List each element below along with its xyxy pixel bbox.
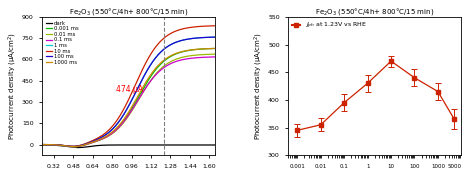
0.001 ms — [39, 143, 45, 146]
0.001 ms — [170, 54, 176, 56]
0.01 ms — [71, 145, 76, 148]
Line: 1000 ms: 1000 ms — [42, 48, 215, 147]
dark — [118, 144, 123, 146]
0.1 ms — [212, 56, 218, 58]
dark — [84, 146, 89, 148]
dark — [155, 144, 161, 146]
dark — [174, 144, 179, 146]
dark — [75, 146, 81, 149]
0.001 ms — [71, 145, 76, 148]
Line: dark: dark — [42, 145, 215, 148]
1000 ms — [118, 122, 123, 125]
0.1 ms — [118, 124, 123, 126]
0.1 ms — [84, 143, 89, 145]
1 ms — [170, 42, 176, 45]
10 ms — [84, 142, 89, 144]
0.001 ms — [212, 47, 218, 50]
0.01 ms — [142, 89, 147, 91]
0.1 ms — [71, 145, 76, 148]
Text: 474 μA: 474 μA — [116, 85, 143, 94]
100 ms — [39, 143, 45, 146]
100 ms — [142, 74, 147, 76]
Y-axis label: Photocurrent density (μA/cm$^2$): Photocurrent density (μA/cm$^2$) — [253, 32, 265, 140]
0.01 ms — [39, 143, 45, 146]
1 ms — [70, 145, 75, 148]
Title: Fe$_2$O$_3$ (550°C/4h+ 800°C/15 min): Fe$_2$O$_3$ (550°C/4h+ 800°C/15 min) — [315, 6, 434, 17]
10 ms — [155, 43, 161, 45]
0.1 ms — [155, 71, 161, 74]
Legend: dark, 0.001 ms, 0.01 ms, 0.1 ms, 1 ms, 10 ms, 100 ms, 1000 ms: dark, 0.001 ms, 0.01 ms, 0.1 ms, 1 ms, 1… — [45, 19, 79, 66]
1 ms — [84, 142, 89, 145]
Legend: $J_{ph}$ at 1.23V vs RHE: $J_{ph}$ at 1.23V vs RHE — [291, 20, 368, 33]
10 ms — [39, 143, 45, 146]
10 ms — [142, 65, 147, 67]
1000 ms — [84, 143, 89, 145]
Line: 0.1 ms: 0.1 ms — [42, 57, 215, 147]
0.01 ms — [155, 70, 161, 73]
1 ms — [39, 143, 45, 146]
0.001 ms — [70, 145, 75, 148]
dark — [170, 144, 176, 146]
0.001 ms — [118, 124, 123, 126]
Line: 10 ms: 10 ms — [42, 26, 215, 146]
0.1 ms — [70, 145, 75, 148]
100 ms — [70, 145, 76, 148]
0.001 ms — [84, 143, 89, 145]
1 ms — [118, 118, 123, 120]
10 ms — [170, 31, 176, 33]
Line: 100 ms: 100 ms — [42, 37, 215, 146]
10 ms — [70, 145, 75, 147]
dark — [212, 144, 218, 146]
1 ms — [212, 36, 218, 38]
0.001 ms — [142, 86, 147, 88]
0.01 ms — [118, 125, 123, 127]
dark — [70, 146, 75, 148]
Title: Fe$_2$O$_3$ (550°C/4h+ 800°C/15 min): Fe$_2$O$_3$ (550°C/4h+ 800°C/15 min) — [69, 6, 188, 17]
0.01 ms — [212, 53, 218, 55]
100 ms — [84, 142, 89, 145]
0.1 ms — [39, 143, 45, 146]
dark — [39, 144, 45, 146]
1 ms — [155, 54, 161, 56]
100 ms — [155, 54, 161, 56]
0.1 ms — [142, 89, 147, 91]
dark — [142, 144, 147, 146]
1 ms — [142, 74, 147, 76]
0.01 ms — [84, 143, 89, 145]
Line: 0.01 ms: 0.01 ms — [42, 54, 215, 147]
1000 ms — [170, 54, 176, 56]
10 ms — [118, 114, 123, 116]
100 ms — [212, 36, 218, 38]
Line: 0.001 ms: 0.001 ms — [42, 48, 215, 147]
10 ms — [212, 25, 218, 27]
100 ms — [70, 145, 75, 148]
10 ms — [70, 145, 75, 147]
0.1 ms — [170, 62, 176, 64]
100 ms — [118, 118, 123, 120]
1 ms — [70, 145, 76, 148]
1000 ms — [155, 65, 161, 67]
1000 ms — [212, 47, 218, 50]
1000 ms — [142, 84, 147, 86]
1000 ms — [71, 145, 76, 148]
1000 ms — [70, 145, 75, 148]
0.01 ms — [70, 145, 75, 148]
1000 ms — [39, 143, 45, 146]
Y-axis label: Photocurrent density (μA/cm$^2$): Photocurrent density (μA/cm$^2$) — [7, 32, 19, 140]
0.001 ms — [155, 66, 161, 68]
Line: 1 ms: 1 ms — [42, 37, 215, 146]
100 ms — [170, 42, 176, 45]
0.01 ms — [170, 59, 176, 62]
